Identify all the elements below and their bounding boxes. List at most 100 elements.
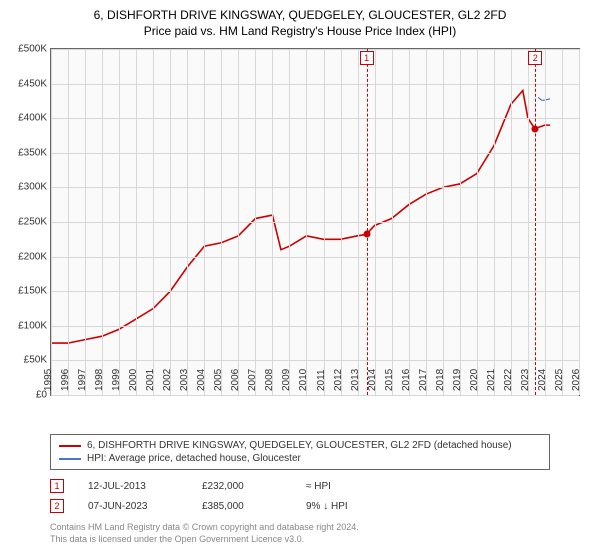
x-axis-label: 2019	[452, 369, 463, 395]
event-note: 9% ↓ HPI	[306, 501, 550, 512]
gridline-h	[51, 222, 579, 223]
chart-area: £0£50K£100K£150K£200K£250K£300K£350K£400…	[50, 48, 580, 426]
y-axis-label: £250K	[18, 217, 51, 228]
title-block: 6, DISHFORTH DRIVE KINGSWAY, QUEDGELEY, …	[0, 0, 600, 42]
x-axis-label: 2008	[264, 369, 275, 395]
y-axis-label: £100K	[18, 320, 51, 331]
y-axis-label: £50K	[24, 355, 51, 366]
event-guideline	[367, 49, 368, 395]
y-axis-label: £400K	[18, 113, 51, 124]
x-axis-label: 2015	[384, 369, 395, 395]
event-price: £232,000	[202, 481, 282, 492]
gridline-v	[51, 49, 52, 395]
x-axis-label: 2026	[571, 369, 582, 395]
legend-row: HPI: Average price, detached house, Glou…	[59, 452, 541, 465]
gridline-v	[324, 49, 325, 395]
x-axis-label: 1998	[94, 369, 105, 395]
gridline-v	[426, 49, 427, 395]
gridline-h	[51, 49, 579, 50]
gridline-h	[51, 291, 579, 292]
gridline-v	[511, 49, 512, 395]
footer-line2: This data is licensed under the Open Gov…	[50, 534, 550, 546]
y-axis-label: £500K	[18, 44, 51, 55]
x-axis-label: 2017	[418, 369, 429, 395]
x-axis-label: 2007	[247, 369, 258, 395]
legend-swatch	[59, 458, 81, 460]
footer-attribution: Contains HM Land Registry data © Crown c…	[50, 522, 550, 545]
x-axis-label: 2016	[401, 369, 412, 395]
x-axis-label: 2005	[213, 369, 224, 395]
gridline-v	[392, 49, 393, 395]
event-marker-box: 1	[360, 51, 374, 65]
x-axis-label: 2023	[520, 369, 531, 395]
gridline-v	[477, 49, 478, 395]
y-axis-label: £150K	[18, 286, 51, 297]
x-axis-label: 2024	[537, 369, 548, 395]
legend-box: 6, DISHFORTH DRIVE KINGSWAY, QUEDGELEY, …	[50, 434, 550, 470]
x-axis-label: 2004	[196, 369, 207, 395]
gridline-v	[341, 49, 342, 395]
gridline-v	[272, 49, 273, 395]
gridline-v	[443, 49, 444, 395]
gridline-v	[255, 49, 256, 395]
x-axis-label: 1999	[111, 369, 122, 395]
x-axis-label: 1997	[77, 369, 88, 395]
x-axis-label: 2021	[486, 369, 497, 395]
gridline-h	[51, 257, 579, 258]
x-axis-label: 2003	[179, 369, 190, 395]
gridline-v	[238, 49, 239, 395]
gridline-v	[153, 49, 154, 395]
gridline-v	[494, 49, 495, 395]
chart-container: 6, DISHFORTH DRIVE KINGSWAY, QUEDGELEY, …	[0, 0, 600, 560]
gridline-v	[460, 49, 461, 395]
event-point-dot	[363, 231, 370, 238]
event-index-badge: 2	[50, 499, 64, 513]
gridline-h	[51, 84, 579, 85]
y-axis-label: £300K	[18, 182, 51, 193]
x-axis-label: 2013	[350, 369, 361, 395]
chart-title-line1: 6, DISHFORTH DRIVE KINGSWAY, QUEDGELEY, …	[10, 8, 590, 22]
event-price: £385,000	[202, 501, 282, 512]
event-row: 112-JUL-2013£232,000≈ HPI	[50, 476, 550, 496]
footer-line1: Contains HM Land Registry data © Crown c…	[50, 522, 550, 534]
event-guideline	[535, 49, 536, 395]
gridline-h	[51, 118, 579, 119]
gridline-v	[562, 49, 563, 395]
x-axis-label: 2018	[435, 369, 446, 395]
x-axis-label: 2006	[230, 369, 241, 395]
event-date: 12-JUL-2013	[88, 481, 178, 492]
x-axis-label: 2002	[162, 369, 173, 395]
chart-title-line2: Price paid vs. HM Land Registry's House …	[10, 24, 590, 38]
event-date: 07-JUN-2023	[88, 501, 178, 512]
legend-row: 6, DISHFORTH DRIVE KINGSWAY, QUEDGELEY, …	[59, 439, 541, 452]
gridline-v	[545, 49, 546, 395]
gridline-v	[375, 49, 376, 395]
events-table: 112-JUL-2013£232,000≈ HPI207-JUN-2023£38…	[50, 476, 550, 516]
event-row: 2 07-JUN-2023 £385,000 9% ↓ HPI	[50, 496, 550, 516]
event-marker-box: 2	[528, 51, 542, 65]
gridline-v	[136, 49, 137, 395]
series-line	[51, 91, 550, 344]
plot-region: £0£50K£100K£150K£200K£250K£300K£350K£400…	[50, 48, 580, 396]
gridline-v	[409, 49, 410, 395]
y-axis-label: £350K	[18, 147, 51, 158]
gridline-h	[51, 187, 579, 188]
x-axis-label: 2020	[469, 369, 480, 395]
gridline-v	[528, 49, 529, 395]
event-point-dot	[532, 125, 539, 132]
x-axis-label: 2014	[367, 369, 378, 395]
event-note: ≈ HPI	[306, 481, 550, 492]
legend-label: 6, DISHFORTH DRIVE KINGSWAY, QUEDGELEY, …	[87, 440, 512, 451]
gridline-v	[68, 49, 69, 395]
x-axis-label: 2011	[316, 369, 327, 395]
legend-block: 6, DISHFORTH DRIVE KINGSWAY, QUEDGELEY, …	[50, 434, 550, 470]
gridline-v	[102, 49, 103, 395]
x-axis-label: 2022	[503, 369, 514, 395]
gridline-h	[51, 360, 579, 361]
x-axis-label: 2010	[298, 369, 309, 395]
x-axis-label: 1995	[43, 369, 54, 395]
gridline-h	[51, 326, 579, 327]
x-axis-label: 2012	[333, 369, 344, 395]
x-axis-label: 2025	[554, 369, 565, 395]
x-axis-label: 1996	[60, 369, 71, 395]
